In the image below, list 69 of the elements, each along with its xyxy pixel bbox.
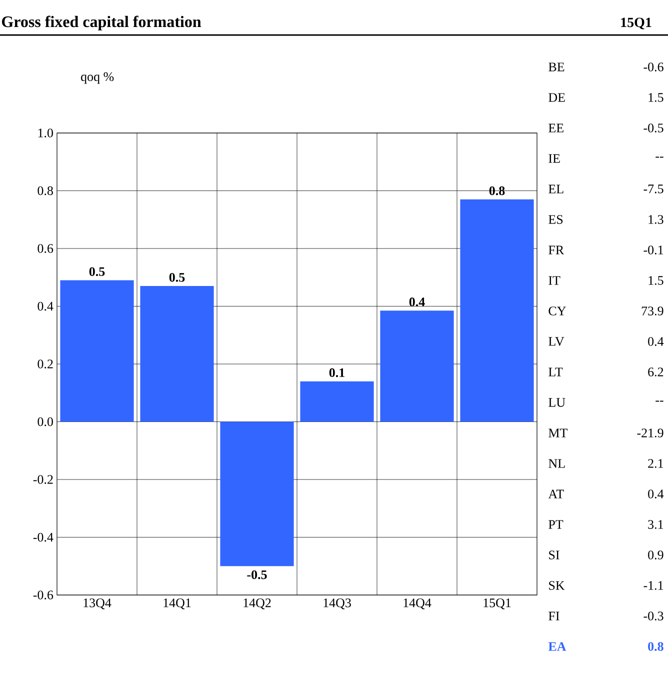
category-label: EA — [548, 642, 566, 651]
y-tick-label: 1.0 — [38, 128, 53, 138]
text: 0.9 — [648, 550, 664, 560]
category-label: CY — [548, 306, 566, 316]
text: 1.3 — [648, 215, 664, 224]
text: -- — [656, 156, 664, 158]
chart-title: Gross fixed capital formation — [2, 16, 202, 30]
category-label: EE — [548, 124, 564, 132]
category-label: DE — [548, 93, 565, 102]
text: 73.9 — [642, 306, 664, 316]
category-label: LT — [548, 368, 563, 376]
text: -0.3 — [644, 612, 664, 620]
text: -1.1 — [644, 581, 664, 590]
text: -21.9 — [637, 428, 664, 438]
category-label: NL — [548, 459, 565, 468]
x-tick-label: 14Q4 — [404, 598, 432, 610]
category-label: MT — [548, 428, 568, 438]
data-label: -0.5 — [247, 570, 267, 580]
category-label: LU — [548, 398, 566, 407]
y-tick-label: -0.4 — [33, 532, 54, 542]
text: 0.4 — [648, 490, 664, 498]
text: 2.1 — [648, 459, 664, 468]
bar — [140, 286, 214, 422]
category-label: LV — [548, 337, 564, 346]
text: 6.2 — [648, 368, 664, 376]
y-tick-label: 0.6 — [38, 244, 54, 253]
data-label: 0.4 — [409, 298, 425, 306]
bar — [60, 280, 134, 422]
category-label: AT — [548, 490, 564, 498]
bar — [300, 381, 374, 422]
text: 0.8 — [648, 642, 664, 651]
text: -0.6 — [644, 62, 664, 72]
category-label: IT — [548, 276, 560, 285]
category-label: SK — [549, 581, 565, 590]
x-tick-label: 14Q1 — [164, 598, 191, 610]
x-tick-label: 14Q3 — [324, 598, 351, 610]
category-label: FI — [548, 612, 560, 620]
bar — [460, 199, 534, 422]
data-label: 0.1 — [329, 368, 344, 378]
text: -- — [656, 400, 664, 402]
y-tick-label: 0.0 — [38, 417, 53, 426]
text: -0.5 — [644, 124, 664, 132]
text: 1.5 — [648, 276, 664, 285]
y-axis-title: qoq % — [81, 72, 114, 84]
text: 0.4 — [648, 337, 664, 346]
text: -7.5 — [644, 184, 664, 194]
category-label: EL — [548, 184, 564, 194]
bar — [380, 310, 454, 422]
category-label: FR — [548, 246, 564, 254]
category-label: PT — [548, 520, 564, 529]
category-label: SI — [549, 550, 560, 560]
text: 3.1 — [648, 520, 664, 529]
category-label: BE — [548, 62, 564, 72]
y-tick-label: -0.6 — [33, 590, 54, 600]
x-tick-label: 15Q1 — [484, 598, 511, 610]
y-tick-label: 0.8 — [38, 186, 53, 196]
y-tick-label: 0.2 — [38, 360, 53, 368]
text: 1.5 — [648, 93, 664, 102]
x-tick-label: 14Q2 — [244, 598, 271, 610]
data-label: 0.5 — [169, 273, 185, 282]
category-label: ES — [548, 215, 563, 224]
y-tick-label: -0.2 — [33, 475, 53, 484]
data-label: 0.5 — [89, 267, 105, 276]
bar — [220, 422, 294, 566]
y-tick-label: 0.4 — [38, 302, 54, 311]
text: 15Q1 — [621, 18, 652, 30]
category-label: IE — [548, 154, 560, 163]
x-tick-label: 13Q4 — [84, 598, 112, 610]
text: -0.1 — [644, 246, 664, 254]
